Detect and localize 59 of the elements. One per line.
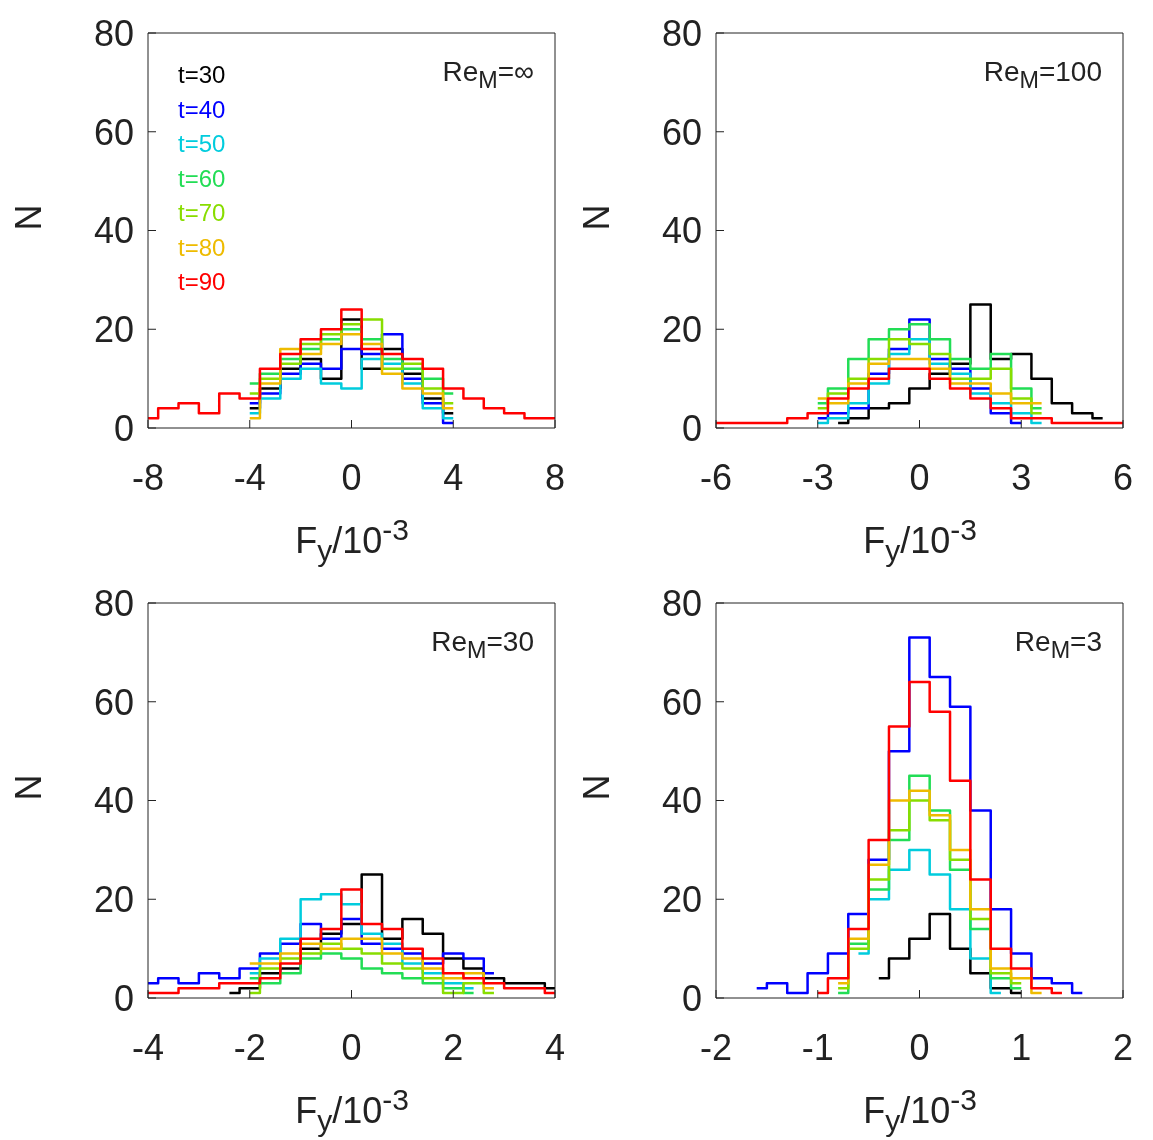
x-tick-label: -6 (699, 456, 733, 498)
x-tick-label: -4 (233, 456, 266, 498)
annotation: Re$_{M}$=30 (431, 626, 534, 664)
x-axis-title: F$_{y}$/10$^{-3}$ (862, 1083, 978, 1139)
annotation: Re$_{M}$=100 (983, 56, 1102, 94)
y-tick-label: 80 (661, 582, 702, 624)
y-tick-label: 20 (661, 309, 702, 351)
y-tick-label: 40 (661, 780, 702, 822)
x-tick-label: 0 (909, 456, 930, 498)
annotation: Re$_{M}$=∞ (442, 56, 534, 94)
x-tick-label: -4 (131, 1026, 165, 1068)
x-axis-title: F$_{y}$/10$^{-3}$ (294, 1083, 410, 1139)
y-tick-label: 80 (661, 12, 702, 54)
y-tick-label: 0 (113, 407, 134, 449)
y-axis-title: N (575, 774, 617, 801)
y-tick-label: 60 (661, 111, 702, 153)
x-tick-label: 4 (544, 1026, 566, 1068)
y-tick-label: 20 (661, 879, 702, 921)
x-tick-label: 3 (1011, 456, 1032, 498)
y-tick-label: 80 (93, 582, 134, 624)
x-tick-label: 0 (341, 1026, 362, 1068)
y-tick-label: 60 (661, 681, 702, 723)
x-tick-label: -2 (699, 1026, 733, 1068)
x-axis-title: F$_{y}$/10$^{-3}$ (862, 513, 978, 569)
y-tick-label: 0 (681, 407, 702, 449)
x-axis-title: F$_{y}$/10$^{-3}$ (294, 513, 410, 569)
y-tick-label: 0 (113, 977, 134, 1019)
x-tick-label: 2 (1112, 1026, 1134, 1068)
x-tick-label: -3 (801, 456, 834, 498)
y-tick-label: 40 (93, 210, 134, 252)
x-tick-label: -2 (233, 1026, 266, 1068)
x-tick-label: 1 (1011, 1026, 1032, 1068)
text: t=50 (178, 129, 226, 159)
text: t=70 (178, 198, 226, 228)
y-tick-label: 60 (93, 681, 134, 723)
y-tick-label: 20 (93, 309, 134, 351)
text: t=30 (178, 60, 226, 90)
x-tick-label: -8 (131, 456, 165, 498)
x-tick-label: 2 (443, 1026, 464, 1068)
y-tick-label: 40 (93, 780, 134, 822)
y-tick-label: 0 (681, 977, 702, 1019)
y-tick-label: 20 (93, 879, 134, 921)
text: t=40 (178, 94, 226, 125)
x-tick-label: -1 (801, 1026, 834, 1068)
y-axis-title: N (575, 204, 617, 231)
text: t=90 (178, 267, 226, 297)
x-tick-label: 6 (1112, 456, 1134, 498)
text: t=60 (178, 163, 226, 194)
y-axis-title: N (7, 204, 49, 231)
x-tick-label: 8 (544, 456, 566, 498)
y-axis-title: N (7, 774, 49, 801)
annotation: Re$_{M}$=3 (1014, 626, 1102, 664)
y-tick-label: 80 (93, 12, 134, 54)
x-tick-label: 0 (341, 456, 362, 498)
text: t=80 (178, 232, 226, 263)
y-tick-label: 40 (661, 210, 702, 252)
x-tick-label: 4 (443, 456, 464, 498)
y-tick-label: 60 (93, 111, 134, 153)
x-tick-label: 0 (909, 1026, 930, 1068)
